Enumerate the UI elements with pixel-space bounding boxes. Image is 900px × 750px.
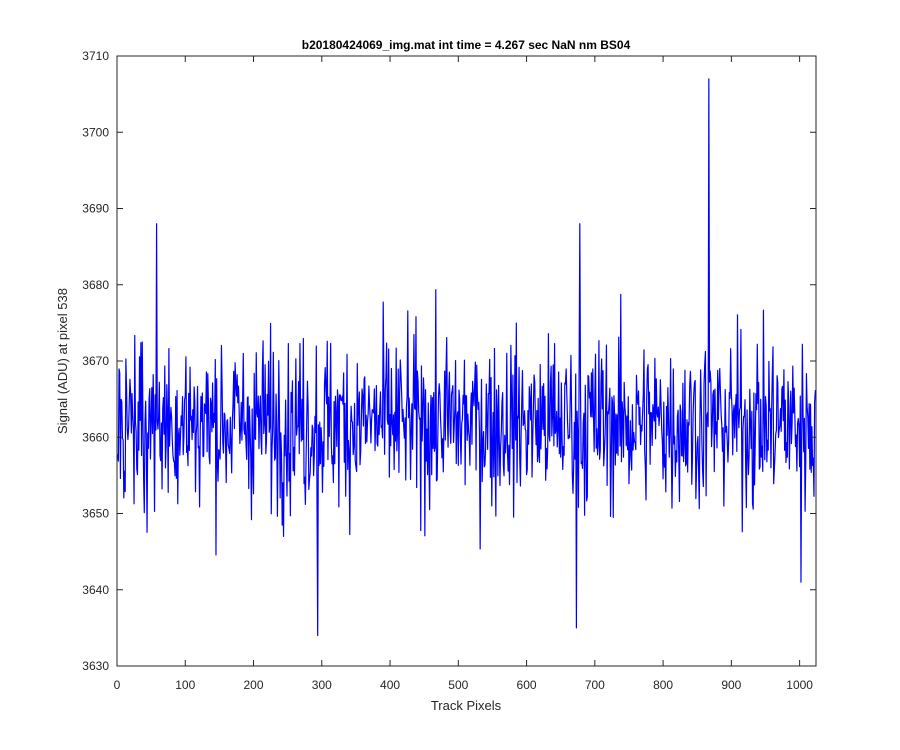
- plot-area: 0 100 200 300 400 500 600 700 800 900 1000 3630 364…: [82, 49, 817, 692]
- x-tick-label: 1000: [786, 678, 813, 692]
- y-tick-label: 3660: [82, 430, 109, 444]
- series-layer: [117, 78, 817, 637]
- y-axis-label: Signal (ADU) at pixel 538: [55, 288, 70, 434]
- signal-line: [117, 78, 817, 637]
- x-axis-ticks: 0 100 200 300 400 500 600 700 800 900 1000: [114, 56, 813, 692]
- x-axis-label: Track Pixels: [431, 698, 502, 713]
- x-tick-label: 800: [653, 678, 673, 692]
- y-tick-label: 3630: [82, 659, 109, 673]
- y-tick-label: 3650: [82, 507, 109, 521]
- x-tick-label: 400: [380, 678, 400, 692]
- x-tick-label: 200: [244, 678, 264, 692]
- chart-title: b20180424069_img.mat int time = 4.267 se…: [302, 38, 631, 52]
- x-tick-label: 300: [312, 678, 332, 692]
- x-tick-label: 700: [585, 678, 605, 692]
- y-tick-label: 3710: [82, 49, 109, 63]
- x-tick-label: 600: [517, 678, 537, 692]
- y-tick-label: 3680: [82, 278, 109, 292]
- x-tick-label: 900: [721, 678, 741, 692]
- y-tick-label: 3690: [82, 202, 109, 216]
- y-axis-ticks: 3630 3640 3650 3660 3670 3680 3690 3700 3710: [82, 49, 816, 673]
- y-tick-label: 3700: [82, 125, 109, 139]
- y-tick-label: 3670: [82, 354, 109, 368]
- x-tick-label: 500: [448, 678, 468, 692]
- y-tick-label: 3640: [82, 583, 109, 597]
- x-tick-label: 100: [175, 678, 195, 692]
- x-tick-label: 0: [114, 678, 121, 692]
